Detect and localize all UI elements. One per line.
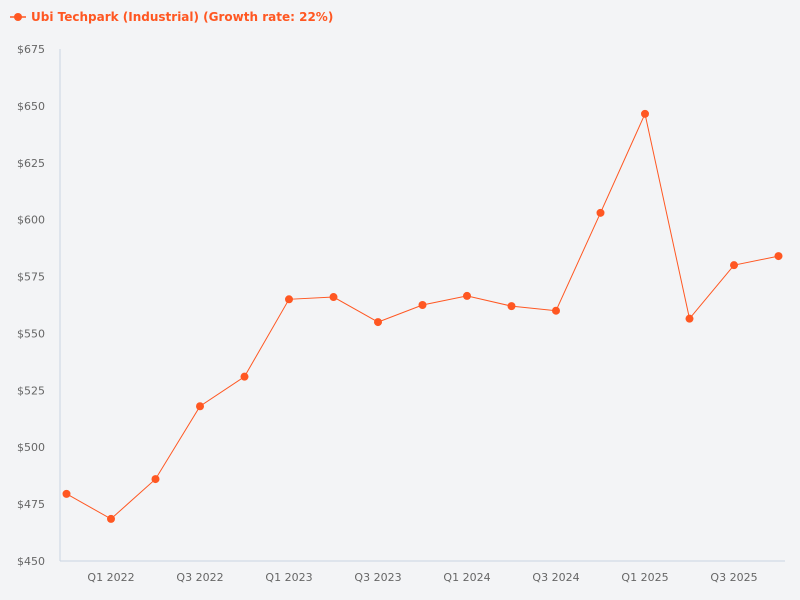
- y-tick-label: $550: [17, 327, 45, 340]
- y-tick-label: $500: [17, 441, 45, 454]
- data-point: [285, 295, 293, 304]
- x-axis: Q1 2022 Q3 2022 Q1 2023 Q3 2023 Q1 2024 Q3 20…: [60, 560, 785, 584]
- data-point: [151, 475, 160, 484]
- x-tick-label: Q1 2024: [443, 571, 490, 584]
- data-point: [507, 302, 516, 311]
- data-point: [418, 301, 427, 309]
- x-tick-label: Q3 2024: [532, 571, 579, 584]
- y-tick-label: $650: [17, 100, 45, 113]
- series-line: [66, 112, 779, 520]
- legend[interactable]: Ubi Techpark (Industrial) (Growth rate: …: [10, 10, 333, 24]
- data-point: [730, 261, 738, 270]
- data-point: [196, 402, 204, 411]
- y-tick-label: $450: [17, 555, 45, 568]
- data-point: [374, 318, 382, 327]
- x-tick-label: Q1 2022: [87, 571, 134, 584]
- legend-marker-icon: [14, 13, 22, 21]
- data-point: [463, 291, 471, 300]
- x-tick-label: Q1 2025: [621, 571, 668, 584]
- data-point: [596, 208, 605, 217]
- legend-label: Ubi Techpark (Industrial) (Growth rate: …: [31, 10, 333, 24]
- y-tick-label: $600: [17, 214, 45, 227]
- data-point: [552, 306, 560, 315]
- data-point: [107, 514, 115, 523]
- plot-area: [62, 109, 783, 523]
- x-tick-label: Q3 2023: [354, 571, 401, 584]
- x-tick-label: Q3 2025: [710, 571, 757, 584]
- y-tick-label: $475: [17, 498, 45, 511]
- y-tick-label: $625: [17, 157, 45, 170]
- data-point: [329, 293, 338, 302]
- data-point: [685, 314, 694, 323]
- x-tick-label: Q3 2022: [176, 571, 223, 584]
- data-point: [774, 252, 783, 261]
- data-point: [62, 489, 71, 498]
- data-point: [240, 372, 249, 381]
- y-tick-label: $575: [17, 271, 45, 284]
- y-axis: $450 $475 $500 $525 $550 $575 $600 $625 $650 $675: [17, 43, 61, 568]
- y-tick-label: $675: [17, 43, 45, 56]
- y-tick-label: $525: [17, 384, 45, 397]
- x-tick-label: Q1 2023: [265, 571, 312, 584]
- data-point: [641, 109, 649, 118]
